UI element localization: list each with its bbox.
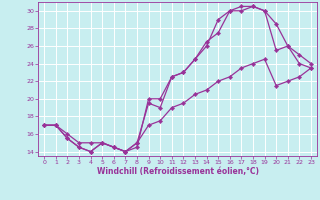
X-axis label: Windchill (Refroidissement éolien,°C): Windchill (Refroidissement éolien,°C) [97,167,259,176]
